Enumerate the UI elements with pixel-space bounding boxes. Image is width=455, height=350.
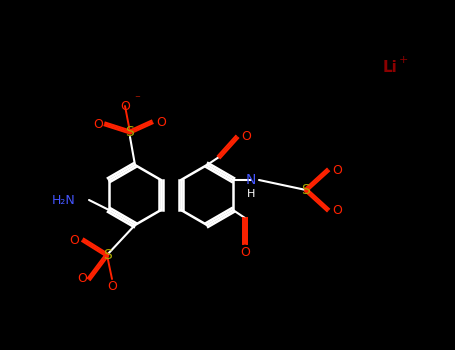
Text: N: N <box>246 173 256 187</box>
Text: H: H <box>247 189 255 199</box>
Text: O: O <box>332 163 342 176</box>
Text: ⁻: ⁻ <box>134 94 140 104</box>
Text: O: O <box>77 273 87 286</box>
Text: O: O <box>156 116 166 128</box>
Text: S: S <box>302 183 310 197</box>
Text: O: O <box>107 280 117 294</box>
Text: Li: Li <box>383 61 397 76</box>
Text: S: S <box>126 125 134 139</box>
Text: O: O <box>93 118 103 131</box>
Text: H₂N: H₂N <box>51 194 75 206</box>
Text: S: S <box>103 248 111 262</box>
Text: O: O <box>332 203 342 217</box>
Text: +: + <box>398 55 408 65</box>
Text: O: O <box>240 246 250 259</box>
Text: O: O <box>120 99 130 112</box>
Text: O: O <box>241 131 251 144</box>
Text: O: O <box>69 233 79 246</box>
